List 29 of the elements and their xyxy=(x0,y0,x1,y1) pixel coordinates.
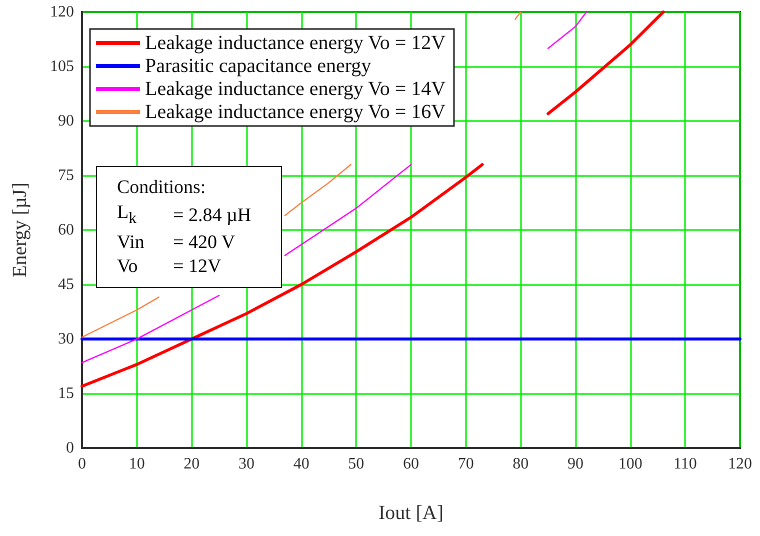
x-tick-label: 30 xyxy=(238,456,254,472)
x-tick-label: 80 xyxy=(512,456,529,472)
x-tick-label: 110 xyxy=(673,456,697,472)
text: Conditions: L$_{k}$ = 2.84 µH Vin = 420 V Vo = 12V xyxy=(117,177,252,277)
x-tick-label: 120 xyxy=(728,456,752,472)
y-tick-label: 75 xyxy=(58,167,74,184)
x-tick-label: 20 xyxy=(184,456,200,472)
y-tick-label: 0 xyxy=(66,440,74,456)
legend-label: Leakage inductance energy Vo = 16V xyxy=(145,101,446,123)
y-tick-label: 105 xyxy=(50,58,74,75)
x-axis-title: Iout [A] xyxy=(378,502,444,524)
y-tick-label: 120 xyxy=(50,4,74,20)
x-tick-label: 70 xyxy=(458,456,474,472)
y-tick-label: 15 xyxy=(58,385,74,402)
x-tick-label: 10 xyxy=(128,456,145,472)
legend-label: Leakage inductance energy Vo = 14V xyxy=(145,78,446,100)
x-tick-label: 100 xyxy=(618,456,642,472)
y-tick-label: 90 xyxy=(58,112,74,130)
x-tick-label: 0 xyxy=(78,456,86,472)
x-tick-label: 90 xyxy=(568,456,584,472)
x-tick-label: 40 xyxy=(293,456,310,472)
legend-label: Parasitic capacitance energy xyxy=(145,55,372,77)
y-axis-title: Energy [µJ] xyxy=(9,182,31,278)
legend-label: Leakage inductance energy Vo = 12V xyxy=(145,32,446,54)
y-tick-label: 60 xyxy=(58,222,74,238)
x-tick-label: 60 xyxy=(403,456,419,472)
y-tick-label: 30 xyxy=(58,330,74,348)
y-tick-label: 45 xyxy=(58,276,74,293)
x-tick-label: 50 xyxy=(348,456,364,472)
